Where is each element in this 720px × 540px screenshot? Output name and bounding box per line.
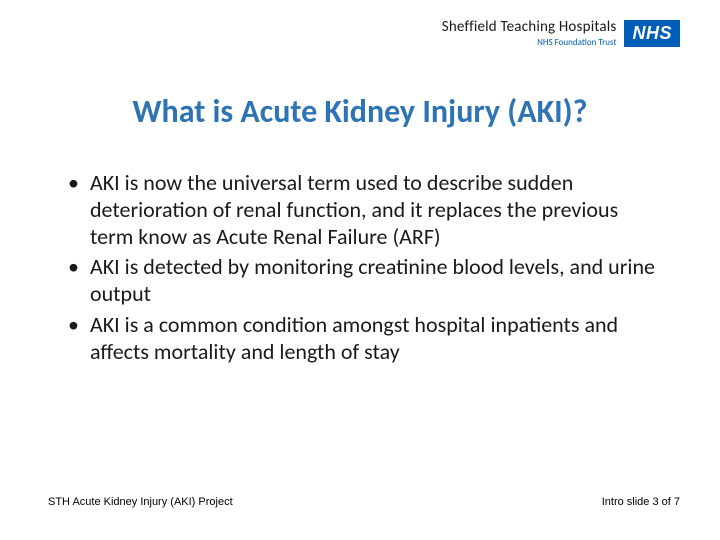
footer-left: STH Acute Kidney Injury (AKI) Project xyxy=(48,496,233,508)
footer: STH Acute Kidney Injury (AKI) Project In… xyxy=(48,496,680,508)
bullet-item: AKI is a common condition amongst hospit… xyxy=(68,312,662,366)
bullet-item: AKI is now the universal term used to de… xyxy=(68,170,662,250)
bullet-list: AKI is now the universal term used to de… xyxy=(68,170,662,370)
org-name: Sheffield Teaching Hospitals xyxy=(442,18,617,36)
bullet-item: AKI is detected by monitoring creatinine… xyxy=(68,254,662,308)
header: Sheffield Teaching Hospitals NHS Foundat… xyxy=(442,18,680,48)
footer-right: Intro slide 3 of 7 xyxy=(602,496,680,508)
slide-title: What is Acute Kidney Injury (AKI)? xyxy=(0,92,720,131)
org-block: Sheffield Teaching Hospitals NHS Foundat… xyxy=(442,18,617,48)
org-subtitle: NHS Foundation Trust xyxy=(442,37,617,48)
nhs-logo: NHS xyxy=(624,20,680,47)
